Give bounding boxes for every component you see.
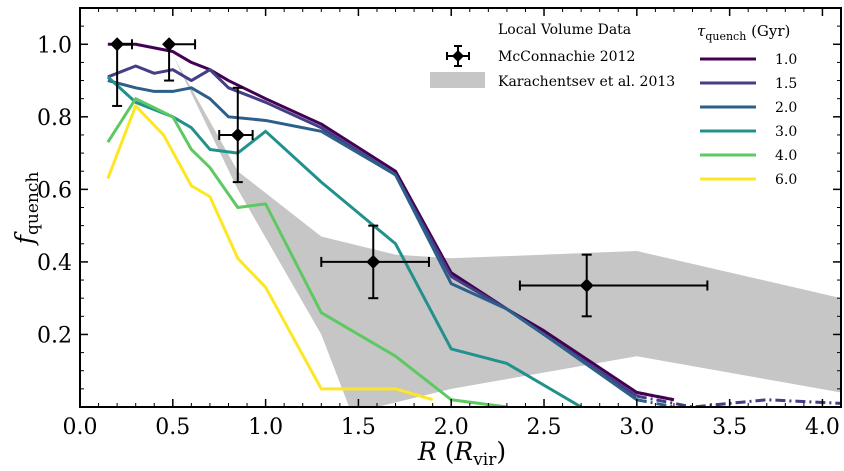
karachentsev-band bbox=[172, 55, 841, 407]
data-legend-title: Local Volume Data bbox=[498, 22, 631, 38]
legend-label-tau-4-0: 4.0 bbox=[775, 148, 797, 164]
y-tick-label: 0.6 bbox=[37, 178, 72, 203]
x-tick-label: 3.5 bbox=[712, 415, 747, 440]
diamond-marker bbox=[579, 278, 594, 293]
mcconnachie-point bbox=[110, 37, 133, 107]
legend-label-tau-3-0: 3.0 bbox=[775, 124, 797, 140]
legend-label-karachentsev: Karachentsev et al. 2013 bbox=[498, 74, 675, 90]
x-tick-label: 2.5 bbox=[527, 415, 562, 440]
tau-legend-entries: 1.0 1.5 2.0 3.0 4.0 6.0 bbox=[700, 52, 797, 188]
legend-label-tau-1-5: 1.5 bbox=[775, 76, 797, 92]
series-line-tau-2-0 bbox=[107, 79, 638, 401]
x-tick-label: 0.5 bbox=[155, 415, 190, 440]
legend-label-tau-1-0: 1.0 bbox=[775, 52, 797, 68]
series-line-tau-6-0 bbox=[106, 104, 434, 402]
x-tick-label: 3.0 bbox=[619, 415, 654, 440]
diamond-marker bbox=[110, 37, 125, 52]
legend-label-tau-6-0: 6.0 bbox=[775, 172, 797, 188]
y-tick-label: 0.8 bbox=[37, 106, 72, 131]
mcconnachie-points-layer bbox=[110, 37, 709, 318]
y-axis-label: fquench bbox=[10, 172, 43, 247]
x-tick-label: 2.0 bbox=[434, 415, 469, 440]
y-axis-ticks: 0.2 0.4 0.6 0.8 1.0 bbox=[37, 25, 841, 390]
diamond-marker bbox=[366, 254, 381, 269]
legend-label-tau-2-0: 2.0 bbox=[775, 100, 797, 116]
x-tick-label: 0.0 bbox=[63, 415, 98, 440]
mcconnachie-point bbox=[320, 224, 430, 300]
mcconnachie-point bbox=[518, 253, 709, 318]
legend-swatch-karachentsev bbox=[430, 72, 485, 88]
mcconnachie-point bbox=[218, 86, 254, 184]
tau-legend: τquench (Gyr) 1.0 1.5 2.0 3.0 4.0 6.0 bbox=[697, 22, 797, 188]
tau-legend-title: τquench (Gyr) bbox=[697, 22, 790, 43]
karachentsev-band-layer bbox=[172, 55, 841, 407]
x-axis-label: R (Rvir) bbox=[417, 437, 506, 470]
data-legend: Local Volume Data McConnachie 2012 Karac… bbox=[430, 22, 675, 90]
y-tick-label: 1.0 bbox=[37, 33, 72, 58]
series-line-tau-1-0 bbox=[107, 42, 675, 402]
series-line-tau-2-0-dashed bbox=[636, 398, 675, 407]
x-tick-label: 1.5 bbox=[341, 415, 376, 440]
plot-area bbox=[106, 37, 841, 407]
legend-marker-mcconnachie bbox=[446, 45, 470, 67]
x-tick-label: 4.0 bbox=[805, 415, 840, 440]
x-tick-label: 1.0 bbox=[248, 415, 283, 440]
y-tick-label: 0.2 bbox=[37, 323, 72, 348]
legend-label-mcconnachie: McConnachie 2012 bbox=[498, 49, 635, 65]
diamond-marker bbox=[162, 37, 177, 52]
y-tick-label: 0.4 bbox=[37, 251, 72, 276]
series-line-tau-4-0 bbox=[106, 97, 508, 407]
mcconnachie-point bbox=[162, 37, 197, 82]
x-axis-ticks: 0.0 0.5 1.0 1.5 2.0 2.5 3.0 3.5 4.0 bbox=[63, 8, 840, 440]
diamond-marker bbox=[230, 127, 245, 142]
series-layer bbox=[106, 42, 841, 407]
